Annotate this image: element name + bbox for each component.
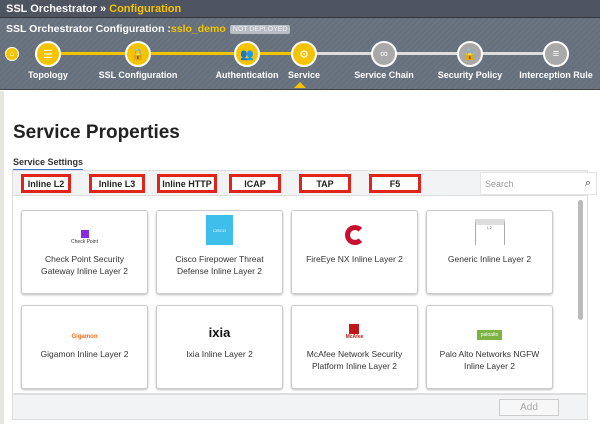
progress-line bbox=[48, 52, 138, 55]
progress-line bbox=[470, 52, 556, 55]
home-icon[interactable]: ⌂ bbox=[5, 47, 19, 61]
service-name: Cisco Firepower Threat Defense Inline La… bbox=[175, 254, 264, 276]
service-card[interactable]: FireEye NX Inline Layer 2 bbox=[291, 210, 418, 294]
service-card[interactable]: Gigamon Gigamon Inline Layer 2 bbox=[21, 305, 148, 389]
service-card[interactable]: CISCO Cisco Firepower Threat Defense Inli… bbox=[156, 210, 283, 294]
step-label[interactable]: Interception Rule bbox=[519, 70, 593, 80]
step-service[interactable]: ⚙ bbox=[291, 41, 317, 67]
tab-inline-http[interactable]: Inline HTTP bbox=[157, 174, 217, 193]
service-card[interactable]: paloalto Palo Alto Networks NGFW Inline L… bbox=[426, 305, 553, 389]
progress-line bbox=[247, 52, 304, 55]
service-card[interactable]: Check Point Check Point Security Gateway … bbox=[21, 210, 148, 294]
service-card[interactable]: ixia Ixia Inline Layer 2 bbox=[156, 305, 283, 389]
tab-inline-l2[interactable]: Inline L2 bbox=[21, 174, 71, 193]
service-card[interactable]: McAfee McAfee Network Security Platform I… bbox=[291, 305, 418, 389]
wizard-header: SSL Orchestrator Configuration :sslo_dem… bbox=[0, 18, 600, 90]
gears-icon: ⚙ bbox=[299, 48, 309, 61]
step-interception-rule[interactable]: ≡ bbox=[543, 41, 569, 67]
step-label[interactable]: Authentication bbox=[215, 70, 279, 80]
page-title: Service Properties bbox=[13, 122, 180, 143]
vendor-logo-icon: Gigamon bbox=[71, 334, 98, 340]
step-service-chain[interactable]: ∞ bbox=[371, 41, 397, 67]
footer: Add bbox=[12, 394, 588, 420]
service-name: Gigamon Inline Layer 2 bbox=[40, 349, 129, 359]
link-icon: ∞ bbox=[380, 48, 388, 60]
list-icon: ≡ bbox=[552, 48, 560, 60]
vendor-logo-icon: paloalto bbox=[427, 306, 552, 344]
tab-bar: Inline L2 Inline L3 Inline HTTP ICAP TAP F5 S… bbox=[12, 170, 597, 196]
step-topology[interactable]: ☰ bbox=[35, 41, 61, 67]
progress-line bbox=[304, 52, 384, 55]
lock-icon: 🔒 bbox=[131, 48, 145, 61]
vendor-logo-icon: L2 bbox=[427, 211, 552, 249]
breadcrumb-separator: » bbox=[99, 3, 107, 15]
step-security-policy[interactable]: 🔒 bbox=[457, 41, 483, 67]
left-strip bbox=[0, 91, 4, 424]
tab-inline-l3[interactable]: Inline L3 bbox=[89, 174, 145, 193]
step-authentication[interactable]: 👥 bbox=[234, 41, 260, 67]
step-ssl-configuration[interactable]: 🔒 bbox=[125, 41, 151, 67]
tab-tap[interactable]: TAP bbox=[299, 174, 351, 193]
lock-icon: 🔒 bbox=[463, 48, 477, 61]
progress-line bbox=[138, 52, 247, 55]
section-title: Service Settings bbox=[13, 157, 84, 171]
vendor-logo-icon: McAfee bbox=[292, 306, 417, 344]
tab-icap[interactable]: ICAP bbox=[229, 174, 281, 193]
status-badge: NOT DEPLOYED bbox=[229, 25, 291, 34]
step-label[interactable]: SSL Configuration bbox=[98, 70, 178, 80]
config-label: SSL Orchestrator Configuration : bbox=[6, 23, 171, 35]
config-name: sslo_demo bbox=[170, 23, 226, 35]
service-name: Ixia Inline Layer 2 bbox=[186, 349, 253, 359]
add-button[interactable]: Add bbox=[499, 399, 559, 416]
step-label[interactable]: Security Policy bbox=[437, 70, 503, 80]
service-card[interactable]: L2 Generic Inline Layer 2 bbox=[426, 210, 553, 294]
breadcrumb-root[interactable]: SSL Orchestrator bbox=[6, 3, 97, 15]
server-icon: ☰ bbox=[43, 48, 53, 61]
service-name: McAfee Network Security Platform Inline … bbox=[306, 349, 403, 371]
vendor-logo-icon bbox=[292, 211, 417, 249]
users-icon: 👥 bbox=[240, 48, 254, 61]
search-placeholder: Search bbox=[485, 179, 514, 189]
search-icon[interactable]: ⌕ bbox=[584, 177, 591, 189]
scrollbar[interactable] bbox=[578, 200, 583, 320]
breadcrumb-current: Configuration bbox=[109, 3, 182, 15]
step-label[interactable]: Service bbox=[287, 70, 321, 80]
vendor-logo-icon: CISCO bbox=[157, 211, 282, 249]
vendor-logo-icon: ixia bbox=[208, 325, 231, 340]
vendor-logo-icon: Check Point bbox=[22, 211, 147, 249]
step-label[interactable]: Topology bbox=[28, 70, 68, 80]
service-name: Palo Alto Networks NGFW Inline Layer 2 bbox=[439, 349, 540, 371]
breadcrumb: SSL Orchestrator » Configuration bbox=[0, 0, 600, 18]
progress-line bbox=[384, 52, 470, 55]
service-catalog: Check Point Check Point Security Gateway … bbox=[12, 196, 588, 394]
service-name: FireEye NX Inline Layer 2 bbox=[306, 254, 403, 264]
service-name: Check Point Security Gateway Inline Laye… bbox=[41, 254, 128, 276]
service-name: Generic Inline Layer 2 bbox=[447, 254, 532, 264]
config-title: SSL Orchestrator Configuration :sslo_dem… bbox=[6, 23, 291, 35]
tab-f5[interactable]: F5 bbox=[369, 174, 421, 193]
current-step-caret bbox=[294, 82, 306, 88]
step-label[interactable]: Service Chain bbox=[354, 70, 414, 80]
search-input[interactable]: Search ⌕ bbox=[480, 172, 597, 195]
